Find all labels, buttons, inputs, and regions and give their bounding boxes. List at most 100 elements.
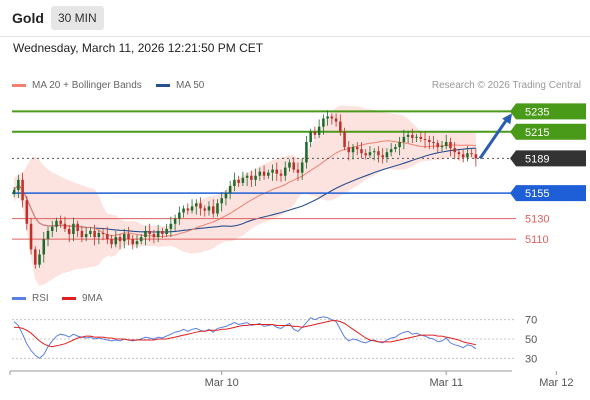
ma9-swatch <box>62 297 76 300</box>
candle-body <box>262 171 266 176</box>
candle-body <box>118 237 122 242</box>
candle-body <box>402 136 406 142</box>
legend-ma50: MA 50 <box>156 80 204 91</box>
x-tick-label: Mar 12 <box>539 377 573 389</box>
candle-body <box>334 118 338 122</box>
candle-body <box>101 232 105 234</box>
candle-body <box>351 147 355 153</box>
candle-body <box>364 153 368 156</box>
rsi-level-label-70: 70 <box>525 315 537 327</box>
candle-body <box>233 179 236 186</box>
candle-body <box>389 149 393 153</box>
candle-body <box>190 206 194 211</box>
legend-rsi: RSI <box>12 293 49 304</box>
instrument-title: Gold <box>12 10 44 26</box>
candle-body <box>67 228 71 234</box>
candle-body <box>466 153 469 158</box>
candle-body <box>80 230 84 238</box>
ma50-swatch <box>156 84 170 87</box>
credit-text: Research © 2026 Trading Central <box>431 80 581 91</box>
level-label-5235: 5235 <box>525 106 549 118</box>
candle-body <box>165 228 168 234</box>
candle-body <box>220 198 223 204</box>
candle-body <box>423 138 427 140</box>
candle-body <box>55 220 58 227</box>
candle-body <box>17 179 20 191</box>
level-label-5130: 5130 <box>525 214 549 226</box>
trend-arrow-head <box>502 113 512 125</box>
candle-body <box>296 169 300 173</box>
candle-body <box>309 131 312 142</box>
candle-body <box>84 234 88 238</box>
candles <box>12 110 478 269</box>
level-label-5215: 5215 <box>525 127 549 139</box>
candle-body <box>330 116 334 119</box>
level-tag-5235 <box>510 103 586 120</box>
candle-body <box>271 169 274 173</box>
candle-body <box>360 149 363 154</box>
candle-body <box>144 230 147 238</box>
timeframe-badge[interactable]: 30 MIN <box>51 6 104 30</box>
candle-body <box>372 151 376 153</box>
chart-datetime: Wednesday, March 11, 2026 12:21:50 PM CE… <box>13 41 264 55</box>
candle-body <box>241 177 245 183</box>
level-tag-5215 <box>510 123 586 140</box>
candle-body <box>347 147 351 153</box>
candle-body <box>283 167 287 176</box>
candle-body <box>199 203 202 209</box>
candle-body <box>50 226 54 231</box>
candle-body <box>453 148 456 153</box>
x-tick-label: Mar 10 <box>205 377 239 389</box>
candle-body <box>195 203 198 207</box>
candle-body <box>21 179 24 201</box>
candle-body <box>156 230 160 238</box>
candle-body <box>250 175 253 180</box>
candle-body <box>178 212 181 219</box>
price-levels: 5235 5215 5189 5155 5130 5110 <box>12 103 586 246</box>
candle-body <box>377 151 380 156</box>
candle-body <box>288 162 291 168</box>
candle-body <box>449 142 452 149</box>
candle-body <box>470 153 473 155</box>
candle-body <box>292 162 295 170</box>
candle-body <box>339 121 342 132</box>
ma20-swatch <box>12 84 26 87</box>
candle-body <box>279 173 283 176</box>
candle-body <box>432 142 435 144</box>
rsi-line <box>13 316 477 359</box>
candle-body <box>317 126 321 135</box>
candle-body <box>76 223 79 231</box>
candle-body <box>411 134 414 138</box>
candle-body <box>131 239 135 245</box>
candle-body <box>203 208 207 211</box>
candle-body <box>207 206 211 211</box>
candle-body <box>461 154 465 158</box>
candle-body <box>148 230 151 234</box>
candle-body <box>368 152 372 156</box>
candle-body <box>398 142 401 148</box>
level-label-5155: 5155 <box>525 188 549 200</box>
candle-body <box>42 239 46 255</box>
candle-body <box>322 118 325 127</box>
ma20-label: MA 20 + Bollinger Bands <box>32 80 142 91</box>
ma9-label: 9MA <box>82 293 103 304</box>
candle-body <box>457 152 461 155</box>
candle-body <box>267 172 270 176</box>
candle-body <box>224 193 228 199</box>
candle-body <box>436 143 440 148</box>
candle-body <box>97 232 101 238</box>
candle-body <box>444 142 448 147</box>
rsi-swatch <box>12 297 26 300</box>
candle-body <box>182 208 185 213</box>
candle-body <box>237 179 240 183</box>
candle-body <box>114 237 118 245</box>
candle-body <box>135 241 139 245</box>
trend-arrow-shaft <box>478 115 511 160</box>
candle-body <box>245 175 249 178</box>
rsi-label: RSI <box>32 293 49 304</box>
candle-body <box>169 223 173 229</box>
candle-body <box>216 203 219 214</box>
level-label-5189: 5189 <box>525 153 549 165</box>
candle-body <box>406 134 410 137</box>
